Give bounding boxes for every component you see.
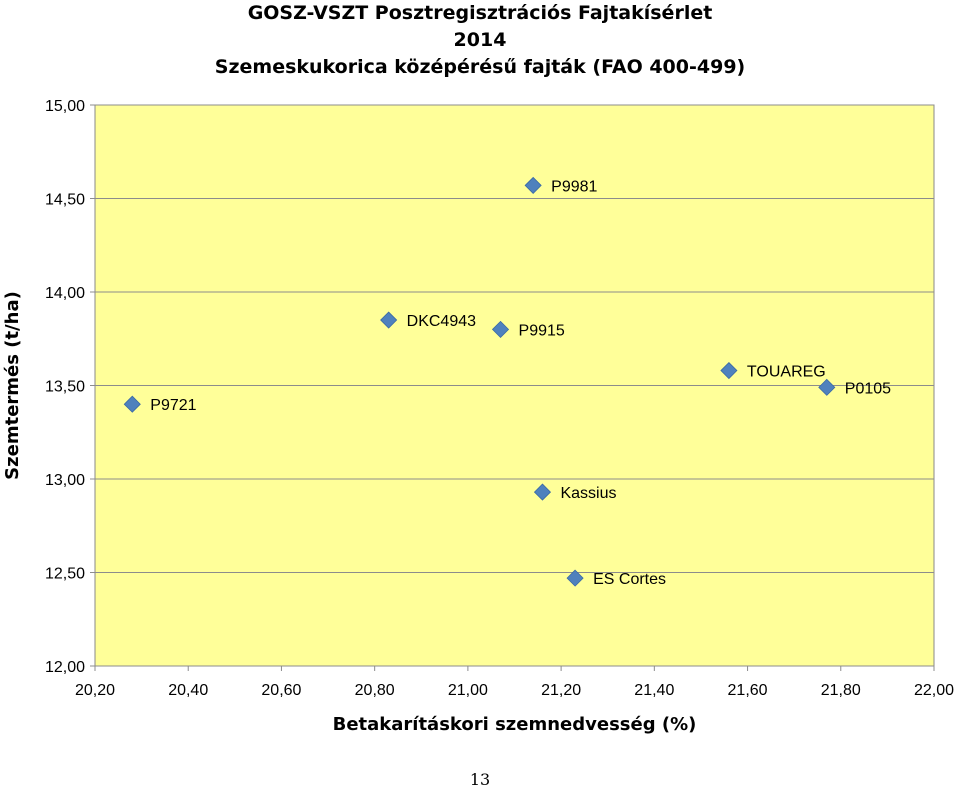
x-tick-label: 21,60 [728, 682, 768, 699]
y-tick-label: 14,00 [45, 285, 85, 302]
x-tick-label: 22,00 [914, 682, 954, 699]
data-point [524, 176, 542, 194]
data-point [380, 311, 398, 329]
data-point [491, 320, 510, 338]
data-point [566, 569, 584, 587]
x-tick-label: 20,40 [168, 682, 208, 699]
y-tick-label: 13,50 [45, 379, 85, 396]
y-tick-label: 14,50 [45, 192, 85, 209]
axes: 12,00 12,50 13,00 13,50 14,00 14,50 15,00 20,20… [45, 98, 954, 699]
y-axis-title: Szemtermés (t/ha) [2, 291, 23, 480]
chart-title-year: 2014 [453, 29, 507, 51]
data-point [818, 378, 836, 396]
data-label: P0105 [845, 380, 891, 397]
data-label: P9981 [551, 178, 597, 195]
data-label: Kassius [560, 485, 616, 502]
page-number: 13 [469, 770, 491, 789]
gridlines [95, 104, 934, 667]
y-tick-label: 13,00 [45, 472, 85, 489]
x-tick-label: 20,80 [355, 682, 395, 699]
x-tick-label: 21,40 [634, 682, 674, 699]
data-point [123, 395, 141, 413]
data-points: P9981 DKC4943 P9915 TOUAREG P0105 P9721 Kassiu… [123, 176, 891, 588]
chart-subtitle: Szemeskukorica középérésű fajták (FAO 40… [214, 56, 746, 78]
x-tick-label: 21,00 [448, 682, 488, 699]
scatter-chart: 12,00 12,50 13,00 13,50 14,00 14,50 15,00 20,20… [2, 98, 954, 735]
y-tick-label: 12,00 [45, 659, 85, 676]
chart-title: GOSZ-VSZT Posztregisztrációs Fajtakísérl… [247, 2, 713, 24]
x-tick-label: 21,20 [541, 682, 581, 699]
x-tick-label: 20,60 [261, 682, 301, 699]
data-label: DKC4943 [407, 313, 476, 330]
chart-titles: GOSZ-VSZT Posztregisztrációs Fajtakísérl… [0, 0, 960, 81]
data-label: ES Cortes [593, 571, 666, 588]
data-label: TOUAREG [747, 364, 826, 381]
x-tick-label: 21,80 [821, 682, 861, 699]
y-tick-label: 12,50 [45, 566, 85, 583]
data-label: P9721 [150, 397, 196, 414]
x-axis-title: Betakarításkori szemnedvesség (%) [333, 714, 697, 735]
data-point [720, 361, 738, 380]
x-tick-label: 20,20 [75, 682, 115, 699]
data-label: P9915 [519, 322, 565, 339]
data-point [533, 483, 552, 501]
y-tick-label: 15,00 [45, 98, 85, 115]
